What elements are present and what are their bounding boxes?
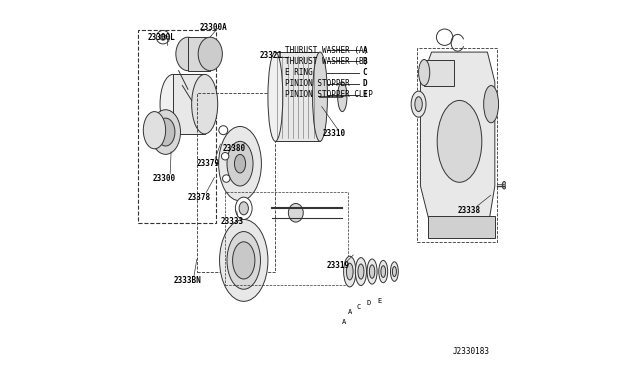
Text: E: E	[378, 298, 381, 304]
Ellipse shape	[232, 242, 255, 279]
Text: A: A	[342, 319, 346, 325]
Circle shape	[156, 31, 170, 44]
Text: 23379: 23379	[197, 159, 220, 168]
Ellipse shape	[227, 231, 260, 289]
Ellipse shape	[502, 182, 506, 189]
Text: B: B	[363, 57, 367, 66]
Ellipse shape	[419, 60, 429, 86]
Ellipse shape	[312, 52, 328, 141]
Text: D: D	[363, 79, 367, 88]
Text: D: D	[366, 300, 371, 306]
Ellipse shape	[227, 141, 253, 186]
Text: A: A	[363, 46, 367, 55]
Text: 23300A: 23300A	[200, 23, 228, 32]
Ellipse shape	[236, 197, 252, 219]
Text: 23319: 23319	[327, 262, 350, 270]
Circle shape	[223, 175, 230, 182]
Ellipse shape	[239, 202, 248, 215]
Circle shape	[219, 126, 228, 135]
Bar	[428, 216, 495, 238]
Bar	[424, 60, 454, 86]
Ellipse shape	[338, 82, 347, 112]
Ellipse shape	[219, 126, 261, 201]
Ellipse shape	[358, 264, 364, 279]
Text: PINION STOPPER CLIP: PINION STOPPER CLIP	[285, 90, 372, 99]
Ellipse shape	[143, 112, 166, 149]
Text: E: E	[363, 90, 367, 99]
Text: 23338: 23338	[457, 206, 481, 215]
Ellipse shape	[344, 256, 356, 287]
Bar	[173, 74, 205, 134]
Ellipse shape	[392, 266, 396, 276]
Text: PINION STOPPER: PINION STOPPER	[285, 79, 349, 88]
Ellipse shape	[234, 154, 246, 173]
Ellipse shape	[369, 265, 375, 278]
Text: C: C	[357, 304, 361, 310]
Ellipse shape	[198, 37, 222, 71]
Text: 23378: 23378	[188, 193, 211, 202]
Text: THURUST WASHER (A): THURUST WASHER (A)	[285, 46, 368, 55]
Text: J2330183: J2330183	[452, 347, 489, 356]
Circle shape	[160, 34, 166, 40]
Ellipse shape	[220, 219, 268, 301]
Text: 23300L: 23300L	[148, 33, 176, 42]
Ellipse shape	[415, 97, 422, 112]
Ellipse shape	[160, 74, 186, 134]
Text: 23380: 23380	[223, 144, 246, 153]
Ellipse shape	[156, 118, 175, 146]
Ellipse shape	[484, 86, 499, 123]
Circle shape	[221, 153, 229, 160]
Ellipse shape	[289, 203, 303, 222]
Polygon shape	[420, 52, 495, 231]
Ellipse shape	[379, 260, 388, 283]
Text: 23321: 23321	[260, 51, 283, 60]
Text: 23300: 23300	[153, 174, 176, 183]
Ellipse shape	[355, 257, 367, 286]
Ellipse shape	[411, 91, 426, 117]
Bar	[188, 37, 211, 71]
Ellipse shape	[381, 266, 385, 278]
Text: C: C	[363, 68, 367, 77]
Text: 23333: 23333	[221, 217, 244, 226]
Ellipse shape	[176, 37, 200, 71]
Text: 2333BN: 2333BN	[174, 276, 202, 285]
Ellipse shape	[346, 263, 353, 280]
Ellipse shape	[191, 74, 218, 134]
Ellipse shape	[390, 262, 398, 281]
Text: 23310: 23310	[323, 129, 346, 138]
Text: THURUST WASHER (B): THURUST WASHER (B)	[285, 57, 368, 66]
Ellipse shape	[151, 110, 180, 154]
Bar	[275, 52, 320, 141]
Ellipse shape	[437, 100, 482, 182]
Ellipse shape	[268, 52, 283, 141]
Ellipse shape	[367, 259, 377, 284]
Text: E RING: E RING	[285, 68, 312, 77]
Text: A: A	[348, 310, 352, 315]
